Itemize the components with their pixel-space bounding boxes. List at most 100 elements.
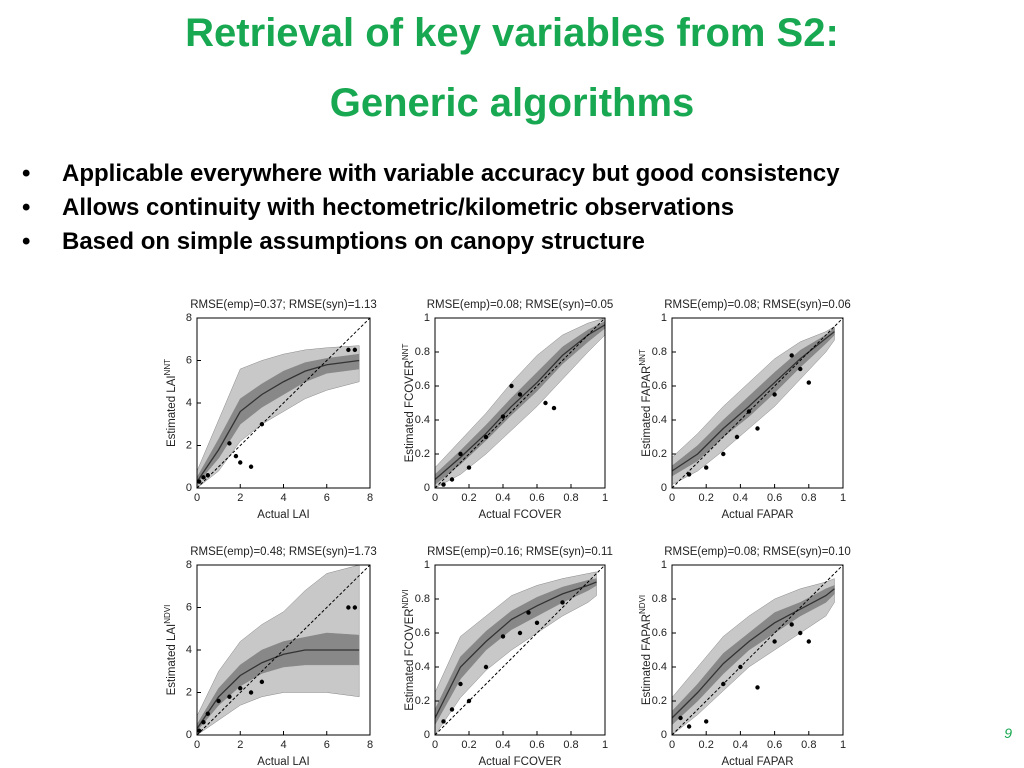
y-tick-label: 6 xyxy=(186,601,192,613)
chart: 0 0.2 0.4 0.6 0.8 100.20.40.60.81RMSE(emp)=0.… xyxy=(638,546,851,768)
y-tick-label: 0 xyxy=(186,482,192,494)
y-tick-label: 0.2 xyxy=(652,448,667,460)
y-tick-label: 2 xyxy=(186,686,192,698)
y-axis-label-sup: NNT xyxy=(638,349,647,366)
x-tick-label: 0.4 xyxy=(495,739,510,751)
y-axis-label-sup: NDVI xyxy=(401,589,410,608)
plot-frame xyxy=(671,564,844,736)
y-axis-label-main: Estimated LAI xyxy=(166,375,178,447)
data-point xyxy=(449,477,455,482)
data-point xyxy=(449,707,455,712)
x-tick-label: 8 xyxy=(367,739,373,751)
y-axis-label-main: Estimated LAI xyxy=(166,624,178,696)
data-point xyxy=(216,698,221,704)
data-point xyxy=(806,380,811,385)
y-axis-label: Estimated FAPARNNT xyxy=(638,349,653,457)
x-axis-label: Actual LAI xyxy=(257,509,309,521)
y-tick-label: 0.6 xyxy=(415,380,430,392)
y-tick-label: 1 xyxy=(661,312,667,324)
x-tick-label: 0 xyxy=(194,739,200,751)
data-point xyxy=(721,451,726,457)
bullet-dot: • xyxy=(22,228,30,255)
y-tick-label: 0 xyxy=(661,482,667,494)
y-axis-label: Estimated FCOVERNNT xyxy=(401,344,416,463)
data-point xyxy=(798,366,803,372)
data-point xyxy=(458,681,463,687)
inner-band xyxy=(196,353,360,485)
data-point xyxy=(196,479,202,484)
outer-band xyxy=(434,571,597,736)
chart-title: RMSE(emp)=0.08; RMSE(syn)=0.05 xyxy=(427,299,614,311)
median-line xyxy=(196,649,360,729)
x-tick-label: 0 xyxy=(669,739,675,751)
y-tick-label: 0.8 xyxy=(415,593,430,605)
y-tick-label: 0 xyxy=(186,729,192,741)
data-point xyxy=(798,630,803,636)
y-axis-label-sup: NNT xyxy=(401,344,410,361)
y-tick-label: 0.8 xyxy=(652,346,667,358)
data-point xyxy=(755,426,760,431)
x-tick-label: 0 xyxy=(194,492,200,504)
data-point xyxy=(543,400,548,406)
data-point xyxy=(201,720,206,725)
median-line xyxy=(196,359,360,482)
y-tick-label: 0 xyxy=(661,729,667,741)
y-tick-label: 0.6 xyxy=(415,627,430,639)
plot-frame xyxy=(434,317,606,489)
y-tick-label: 0 xyxy=(424,482,430,494)
x-axis-label: Actual LAI xyxy=(257,756,309,768)
y-tick-label: 1 xyxy=(424,312,430,324)
data-point xyxy=(560,600,565,605)
one-to-one-line xyxy=(434,317,606,489)
data-point xyxy=(248,690,254,695)
data-point xyxy=(534,620,540,625)
data-point xyxy=(205,473,211,478)
data-point xyxy=(509,383,514,389)
one-to-one-line xyxy=(671,317,844,489)
data-point xyxy=(500,634,506,639)
data-point xyxy=(551,405,557,411)
x-tick-label: 4 xyxy=(280,492,286,504)
y-tick-label: 0.6 xyxy=(652,627,667,639)
one-to-one-line xyxy=(434,564,606,736)
bullet-dot: • xyxy=(22,160,30,187)
data-point xyxy=(441,719,446,724)
chart: 0 0.2 0.4 0.6 0.8 100.20.40.60.81RMSE(emp)=0.… xyxy=(638,299,851,521)
y-axis-label: Estimated LAINDVI xyxy=(163,605,178,696)
median-line xyxy=(434,324,606,480)
y-axis-label-sup: NNT xyxy=(163,359,172,376)
x-tick-label: 0.4 xyxy=(733,739,748,751)
y-tick-label: 0.4 xyxy=(415,414,430,426)
bullet: Based on simple assumptions on canopy st… xyxy=(62,228,645,255)
one-to-one-line xyxy=(671,564,844,736)
x-tick-label: 1 xyxy=(602,739,608,751)
data-point xyxy=(500,414,506,419)
y-tick-label: 0.4 xyxy=(652,414,667,426)
data-point xyxy=(441,482,446,487)
data-point xyxy=(806,639,811,644)
chart-title: RMSE(emp)=0.16; RMSE(syn)=0.11 xyxy=(427,546,613,558)
data-point xyxy=(205,711,211,716)
median-line xyxy=(671,331,835,472)
x-tick-label: 4 xyxy=(280,739,286,751)
data-point xyxy=(686,724,692,729)
page-number: 9 xyxy=(1004,725,1012,741)
x-axis-label: Actual FAPAR xyxy=(721,509,793,521)
x-tick-label: 0.8 xyxy=(801,739,816,751)
x-tick-label: 8 xyxy=(367,492,373,504)
y-tick-label: 6 xyxy=(186,354,192,366)
data-point xyxy=(704,465,709,470)
x-tick-label: 6 xyxy=(324,739,330,751)
data-point xyxy=(238,460,243,465)
data-point xyxy=(755,685,760,690)
data-point xyxy=(483,434,489,440)
inner-band xyxy=(196,632,360,732)
x-tick-label: 0.2 xyxy=(699,739,714,751)
data-point xyxy=(746,409,752,414)
one-to-one-line xyxy=(196,564,371,736)
x-tick-label: 6 xyxy=(324,492,330,504)
x-tick-label: 0 xyxy=(432,739,438,751)
x-tick-label: 0.6 xyxy=(529,739,544,751)
x-tick-label: 0.6 xyxy=(529,492,544,504)
